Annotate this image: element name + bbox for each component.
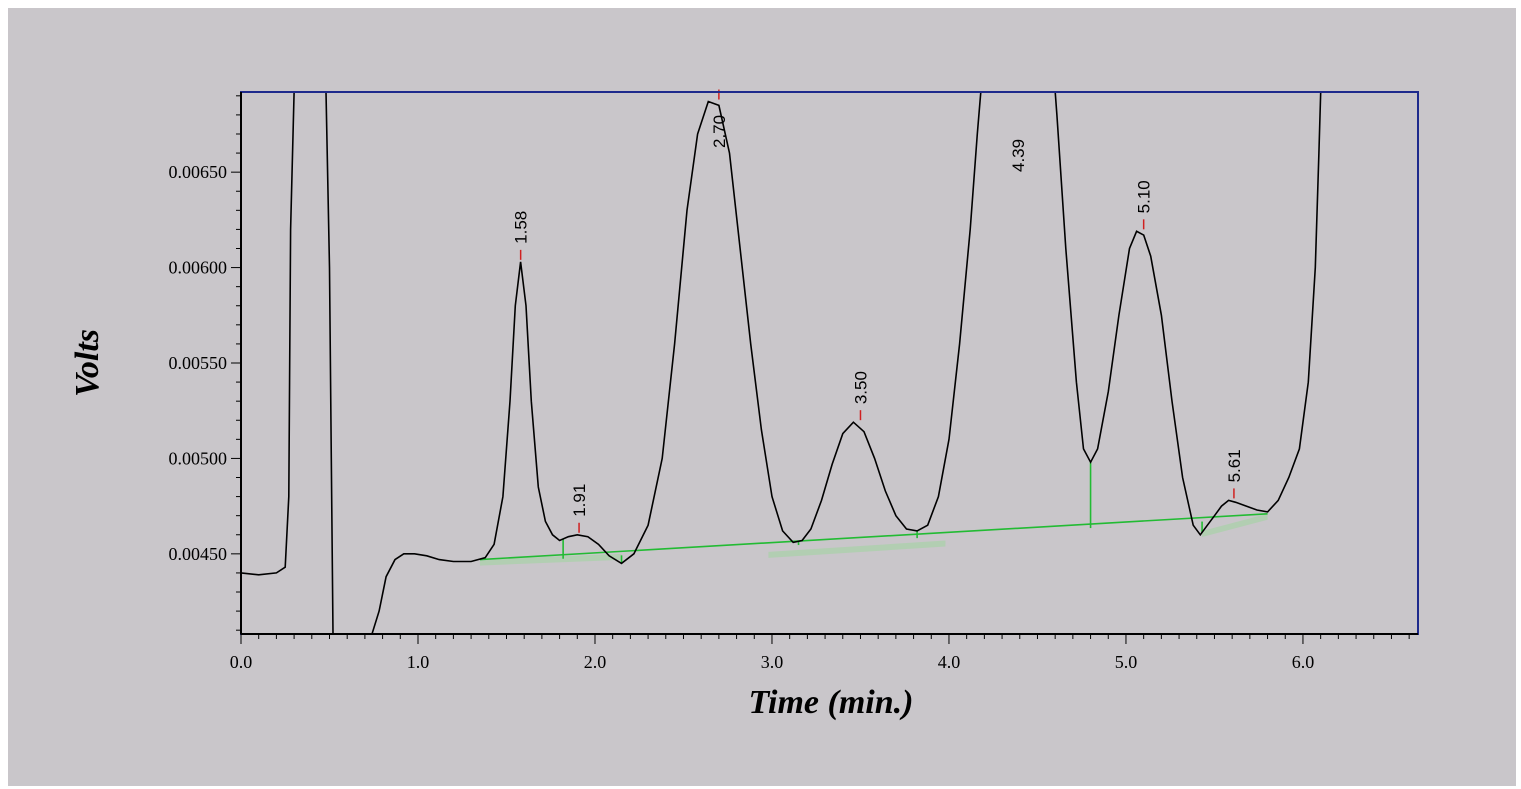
y-tick-label-3: 0.00600 (169, 258, 228, 278)
plot-area (241, 92, 1418, 634)
peak-label-1: 1.91 (570, 484, 589, 517)
chart-frame: 1.58 1.91 2.70 3.50 4.39 5.10 5.61 0.0 1.0 2.0 3.… (8, 8, 1516, 786)
chromatogram-chart: 1.58 1.91 2.70 3.50 4.39 5.10 5.61 0.0 1.0 2.0 3.… (69, 89, 1419, 721)
x-tick-label-2: 2.0 (584, 652, 607, 672)
y-tick-label-2: 0.00550 (169, 353, 228, 373)
signal-line (240, 91, 1322, 635)
baseline-shade-1 (768, 540, 946, 558)
peak-label-5: 5.10 (1135, 180, 1154, 213)
peak-label-2: 2.70 (710, 115, 729, 148)
baseline-line (479, 512, 1268, 561)
x-axis-label: Time (min.) (749, 684, 914, 721)
y-tick-label-4: 0.00650 (169, 162, 228, 182)
y-tick-label-1: 0.00500 (169, 448, 228, 468)
x-tick-label-3: 3.0 (761, 652, 784, 672)
axes: 0.0 1.0 2.0 3.0 4.0 5.0 6.0 0.00450 0.00500 0.005… (169, 91, 1419, 672)
baseline-shade-2 (1202, 513, 1268, 537)
baseline-group (479, 462, 1268, 564)
peak-markers: 1.58 1.91 2.70 3.50 4.39 5.10 5.61 (512, 89, 1244, 533)
x-tick-label-1: 1.0 (407, 652, 430, 672)
peak-label-3: 3.50 (851, 371, 870, 404)
baseline-shade-0 (479, 553, 622, 566)
x-tick-label-4: 4.0 (938, 652, 961, 672)
x-tick-label-0: 0.0 (230, 652, 253, 672)
peak-label-4: 4.39 (1009, 139, 1028, 172)
baseline-shading (479, 513, 1268, 566)
y-axis-label: Volts (69, 329, 106, 397)
peak-label-0: 1.58 (512, 211, 531, 244)
peak-label-6: 5.61 (1225, 449, 1244, 482)
x-tick-label-5: 5.0 (1115, 652, 1138, 672)
x-tick-label-6: 6.0 (1292, 652, 1315, 672)
y-tick-label-0: 0.00450 (169, 544, 228, 564)
